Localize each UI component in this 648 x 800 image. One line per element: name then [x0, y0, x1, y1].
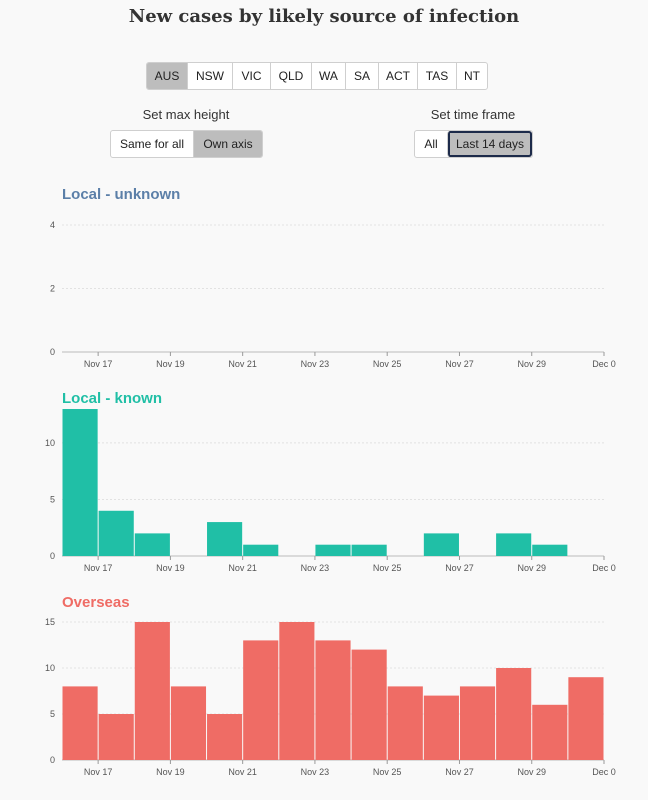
x-tick-label: Nov 29 [517, 563, 546, 573]
y-tick-label: 5 [50, 709, 55, 719]
region-button-aus[interactable]: AUS [147, 63, 188, 89]
region-button-wa[interactable]: WA [312, 63, 346, 89]
x-tick-label: Nov 25 [373, 359, 402, 369]
x-tick-label: Nov 17 [84, 359, 113, 369]
bar [62, 686, 98, 760]
region-button-nsw[interactable]: NSW [188, 63, 233, 89]
x-tick-label: Nov 21 [228, 359, 257, 369]
bar [532, 544, 568, 556]
bar [243, 640, 279, 760]
time-frame-label: Set time frame [430, 107, 516, 122]
y-tick-label: 10 [45, 663, 55, 673]
y-tick-label: 2 [50, 284, 55, 294]
same-for-all-button[interactable]: Same for all [119, 137, 185, 151]
x-tick-label: Nov 21 [228, 563, 257, 573]
region-selector: AUS NSW VIC QLD WA SA ACT TAS NT [146, 62, 488, 90]
x-tick-label: Nov 25 [373, 767, 402, 777]
max-height-label: Set max height [142, 107, 230, 122]
x-tick-label: Nov 23 [301, 767, 330, 777]
bar [170, 686, 207, 760]
bar [423, 695, 459, 760]
bar [423, 533, 459, 556]
x-tick-label: Nov 23 [301, 359, 330, 369]
region-button-sa[interactable]: SA [346, 63, 379, 89]
bar [207, 522, 243, 556]
x-tick-label: Nov 17 [84, 767, 113, 777]
y-tick-label: 15 [45, 617, 55, 627]
bar [459, 686, 496, 760]
x-tick-label: Nov 19 [156, 563, 185, 573]
bar [568, 677, 604, 760]
bar [496, 668, 532, 760]
x-tick-label: Dec 0 [592, 767, 616, 777]
region-button-vic[interactable]: VIC [233, 63, 271, 89]
region-button-nt[interactable]: NT [464, 69, 480, 83]
bar [279, 622, 315, 760]
bar [351, 544, 387, 556]
bar [532, 704, 568, 760]
x-tick-label: Nov 27 [445, 563, 474, 573]
region-button-act[interactable]: ACT [379, 63, 418, 89]
bar [98, 510, 134, 556]
y-tick-label: 0 [50, 755, 55, 765]
chart-title: Local - unknown [62, 186, 180, 203]
x-tick-label: Nov 25 [373, 563, 402, 573]
bar [315, 640, 351, 760]
bar [387, 686, 423, 760]
y-tick-label: 4 [50, 220, 55, 230]
x-tick-label: Nov 23 [301, 563, 330, 573]
y-tick-label: 0 [50, 551, 55, 561]
x-tick-label: Nov 29 [517, 359, 546, 369]
y-tick-label: 10 [45, 438, 55, 448]
x-tick-label: Nov 27 [445, 359, 474, 369]
bar [62, 409, 98, 556]
page-title: New cases by likely source of infection [128, 6, 520, 27]
max-height-toggle: Same for all Own axis [110, 130, 263, 158]
region-button-tas[interactable]: TAS [418, 63, 457, 89]
bar [496, 533, 532, 556]
y-tick-label: 0 [50, 347, 55, 357]
time-frame-toggle: All Last 14 days [414, 130, 533, 158]
chart-title: Local - known [62, 390, 162, 407]
bar [134, 533, 170, 556]
bar [351, 649, 387, 760]
x-tick-label: Nov 29 [517, 767, 546, 777]
x-tick-label: Nov 21 [228, 767, 257, 777]
x-tick-label: Nov 27 [445, 767, 474, 777]
bar [243, 544, 279, 556]
chart-title: Overseas [62, 594, 130, 611]
bar [98, 714, 134, 760]
x-tick-label: Nov 17 [84, 563, 113, 573]
bar [134, 622, 170, 760]
x-tick-label: Nov 19 [156, 767, 185, 777]
own-axis-button[interactable]: Own axis [193, 131, 262, 157]
all-button[interactable]: All [424, 137, 438, 151]
last-14-days-button[interactable]: Last 14 days [447, 131, 532, 157]
bar [315, 544, 351, 556]
region-button-qld[interactable]: QLD [271, 63, 312, 89]
x-tick-label: Dec 0 [592, 563, 616, 573]
bar [207, 714, 243, 760]
x-tick-label: Nov 19 [156, 359, 185, 369]
y-tick-label: 5 [50, 494, 55, 504]
x-tick-label: Dec 0 [592, 359, 616, 369]
